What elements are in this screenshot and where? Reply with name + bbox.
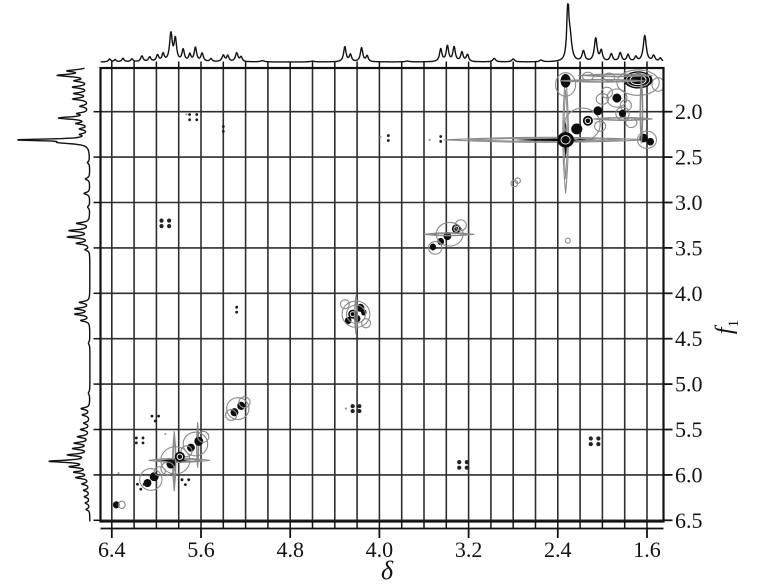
y-axis-title: f1 [712, 305, 743, 349]
y-tick-label: 6.0 [675, 462, 703, 487]
y-tick-label: 6.5 [675, 508, 703, 533]
contour-peaks [112, 69, 664, 510]
y-tick-label: 2.0 [675, 99, 703, 124]
y-tick-label: 2.5 [675, 145, 703, 170]
x-tick-labels: 6.4 5.6 4.8 4.0 3.2 2.4 1.6 [98, 537, 661, 562]
y-tick-labels: 2.0 2.5 3.0 3.5 4.0 4.5 5.0 5.5 6.0 6.5 [675, 99, 703, 533]
plot-border [99, 66, 665, 530]
y-tick-label: 5.0 [675, 372, 703, 397]
y-axis-title-main: f [712, 327, 738, 335]
y-tick-label: 4.5 [675, 326, 703, 351]
y-tick-label: 3.0 [675, 190, 703, 215]
x-tick-label: 1.6 [633, 537, 661, 562]
y-axis-title-sub: 1 [725, 319, 742, 328]
axis-ticks [93, 61, 673, 538]
grid-lines [100, 68, 664, 522]
x-tick-label: 2.4 [544, 537, 572, 562]
y-tick-label: 3.5 [675, 235, 703, 260]
x-tick-label: 3.2 [455, 537, 483, 562]
y-tick-label: 4.0 [675, 281, 703, 306]
x-tick-label: 4.0 [366, 537, 394, 562]
x-tick-label: 4.8 [276, 537, 304, 562]
left-projection-trace [17, 67, 91, 522]
x-axis-title: δ [380, 556, 394, 585]
x-tick-label: 6.4 [98, 537, 126, 562]
y-tick-label: 5.5 [675, 417, 703, 442]
top-projection-trace [100, 3, 664, 63]
x-tick-label: 5.6 [187, 537, 215, 562]
